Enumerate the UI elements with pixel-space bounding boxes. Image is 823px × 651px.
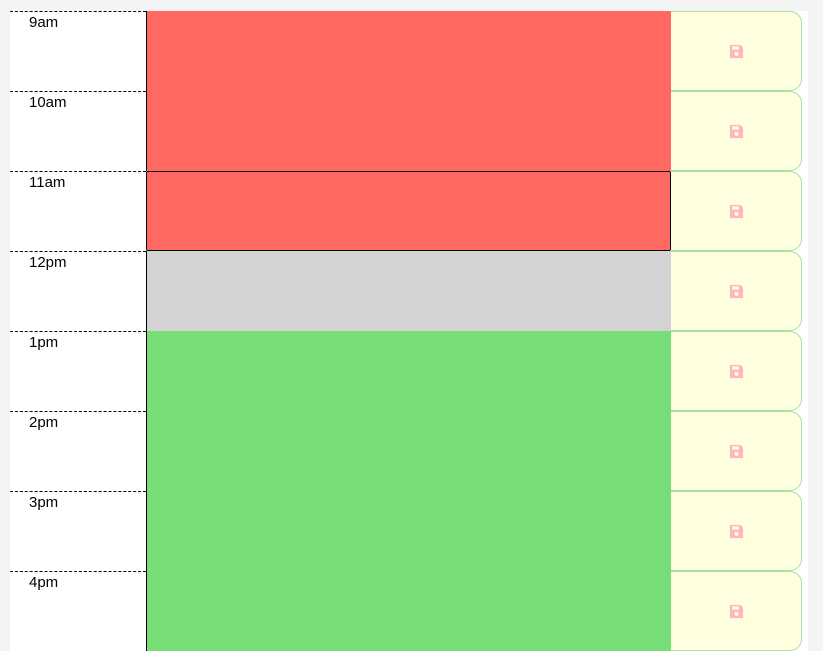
floppy-disk-icon [729, 524, 744, 539]
hour-label: 3pm [10, 491, 146, 571]
time-block-row: 3pm [10, 491, 808, 571]
event-description-input[interactable] [146, 11, 671, 91]
event-description-input[interactable] [146, 571, 671, 651]
floppy-disk-icon [729, 284, 744, 299]
save-button[interactable] [671, 91, 802, 171]
time-block-row: 10am [10, 91, 808, 171]
floppy-disk-icon [729, 124, 744, 139]
hour-label: 10am [10, 91, 146, 171]
event-description-input[interactable] [146, 91, 671, 171]
save-button[interactable] [671, 251, 802, 331]
hour-label: 9am [10, 11, 146, 91]
save-button[interactable] [671, 491, 802, 571]
time-block-row: 11am [10, 171, 808, 251]
hour-label: 1pm [10, 331, 146, 411]
hour-label: 4pm [10, 571, 146, 651]
hour-label: 12pm [10, 251, 146, 331]
hour-label: 11am [10, 171, 146, 251]
floppy-disk-icon [729, 44, 744, 59]
save-button[interactable] [671, 171, 802, 251]
save-button[interactable] [671, 411, 802, 491]
event-description-input[interactable] [146, 251, 671, 331]
event-description-input[interactable] [146, 411, 671, 491]
floppy-disk-icon [729, 364, 744, 379]
time-block-row: 1pm [10, 331, 808, 411]
save-button[interactable] [671, 11, 802, 91]
event-description-input[interactable] [146, 331, 671, 411]
save-button[interactable] [671, 331, 802, 411]
floppy-disk-icon [729, 444, 744, 459]
save-button[interactable] [671, 571, 802, 651]
event-description-input[interactable] [146, 491, 671, 571]
time-block-row: 2pm [10, 411, 808, 491]
time-block-row: 4pm [10, 571, 808, 651]
event-description-input[interactable] [146, 171, 671, 251]
floppy-disk-icon [729, 604, 744, 619]
time-block-row: 12pm [10, 251, 808, 331]
floppy-disk-icon [729, 204, 744, 219]
hour-label: 2pm [10, 411, 146, 491]
day-planner: 9am 10am 11am 12pm 1pm 2pm 3pm 4pm [10, 11, 808, 651]
time-block-row: 9am [10, 11, 808, 91]
